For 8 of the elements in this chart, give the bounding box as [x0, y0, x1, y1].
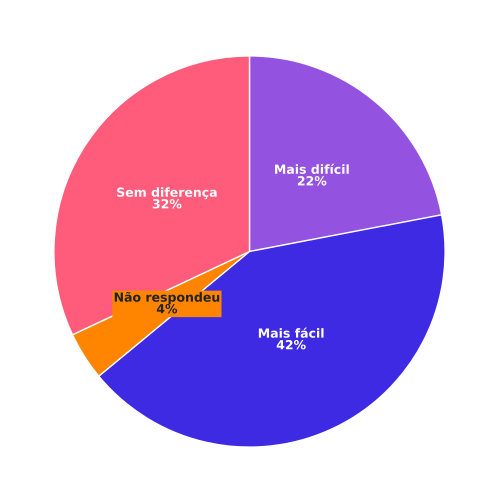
- data-label: 4%: [156, 304, 178, 314]
- slice-label: Mais difícil: [275, 164, 349, 174]
- data-label: 22%: [298, 176, 326, 186]
- slice-label: Mais fácil: [258, 328, 324, 338]
- slice-label: Não respondeu: [114, 292, 220, 304]
- data-label: 42%: [276, 340, 306, 350]
- data-label: 32%: [152, 199, 182, 209]
- slice-label: Sem diferença: [117, 187, 217, 200]
